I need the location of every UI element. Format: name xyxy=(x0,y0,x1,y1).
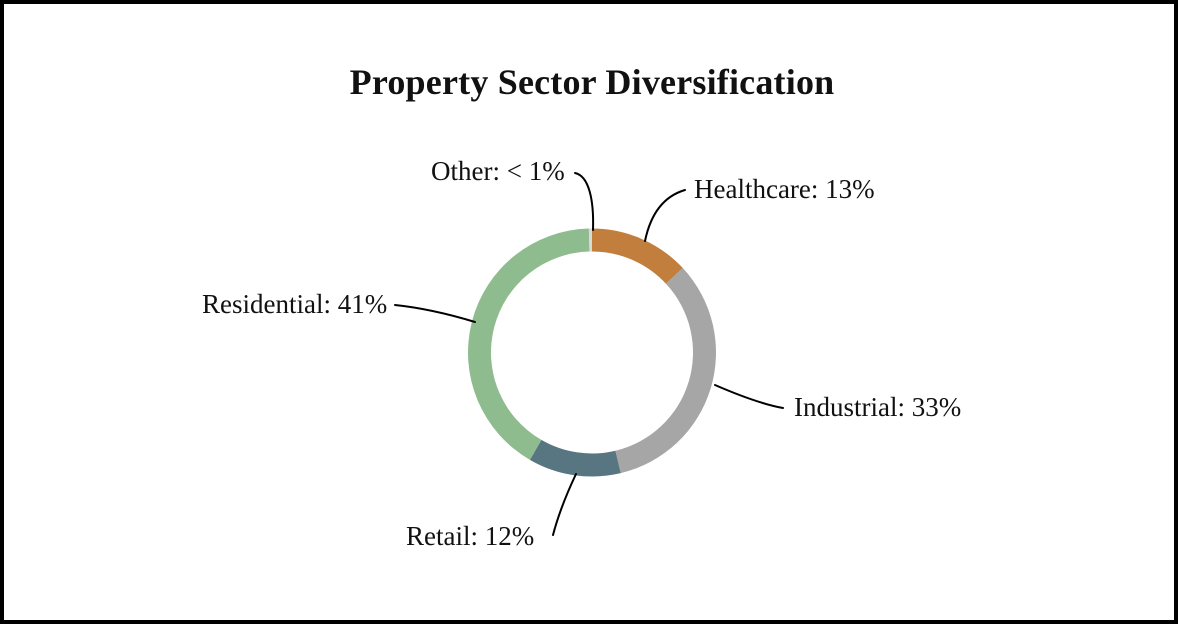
leader-line-industrial xyxy=(714,384,784,409)
leader-line-healthcare xyxy=(644,189,686,242)
leader-lines-group xyxy=(394,172,784,536)
leader-line-residential xyxy=(394,304,476,323)
leader-line-other xyxy=(574,172,595,231)
slice-label-industrial: Industrial: 33% xyxy=(794,392,962,422)
donut-chart-svg xyxy=(394,172,784,536)
slice-label-retail: Retail: 12% xyxy=(406,521,535,551)
slice-label-healthcare: Healthcare: 13% xyxy=(694,174,875,204)
leader-line-retail xyxy=(552,473,577,536)
donut-segment-industrial xyxy=(615,268,716,474)
donut-segments-group xyxy=(468,228,716,477)
donut-segment-healthcare xyxy=(592,228,683,284)
donut-segment-residential xyxy=(468,228,590,460)
chart-title: Property Sector Diversification xyxy=(349,62,835,102)
slice-label-residential: Residential: 41% xyxy=(202,289,388,319)
donut-segment-retail xyxy=(529,439,621,477)
slice-label-other: Other: < 1% xyxy=(431,156,565,186)
donut-segment-other xyxy=(588,228,592,252)
